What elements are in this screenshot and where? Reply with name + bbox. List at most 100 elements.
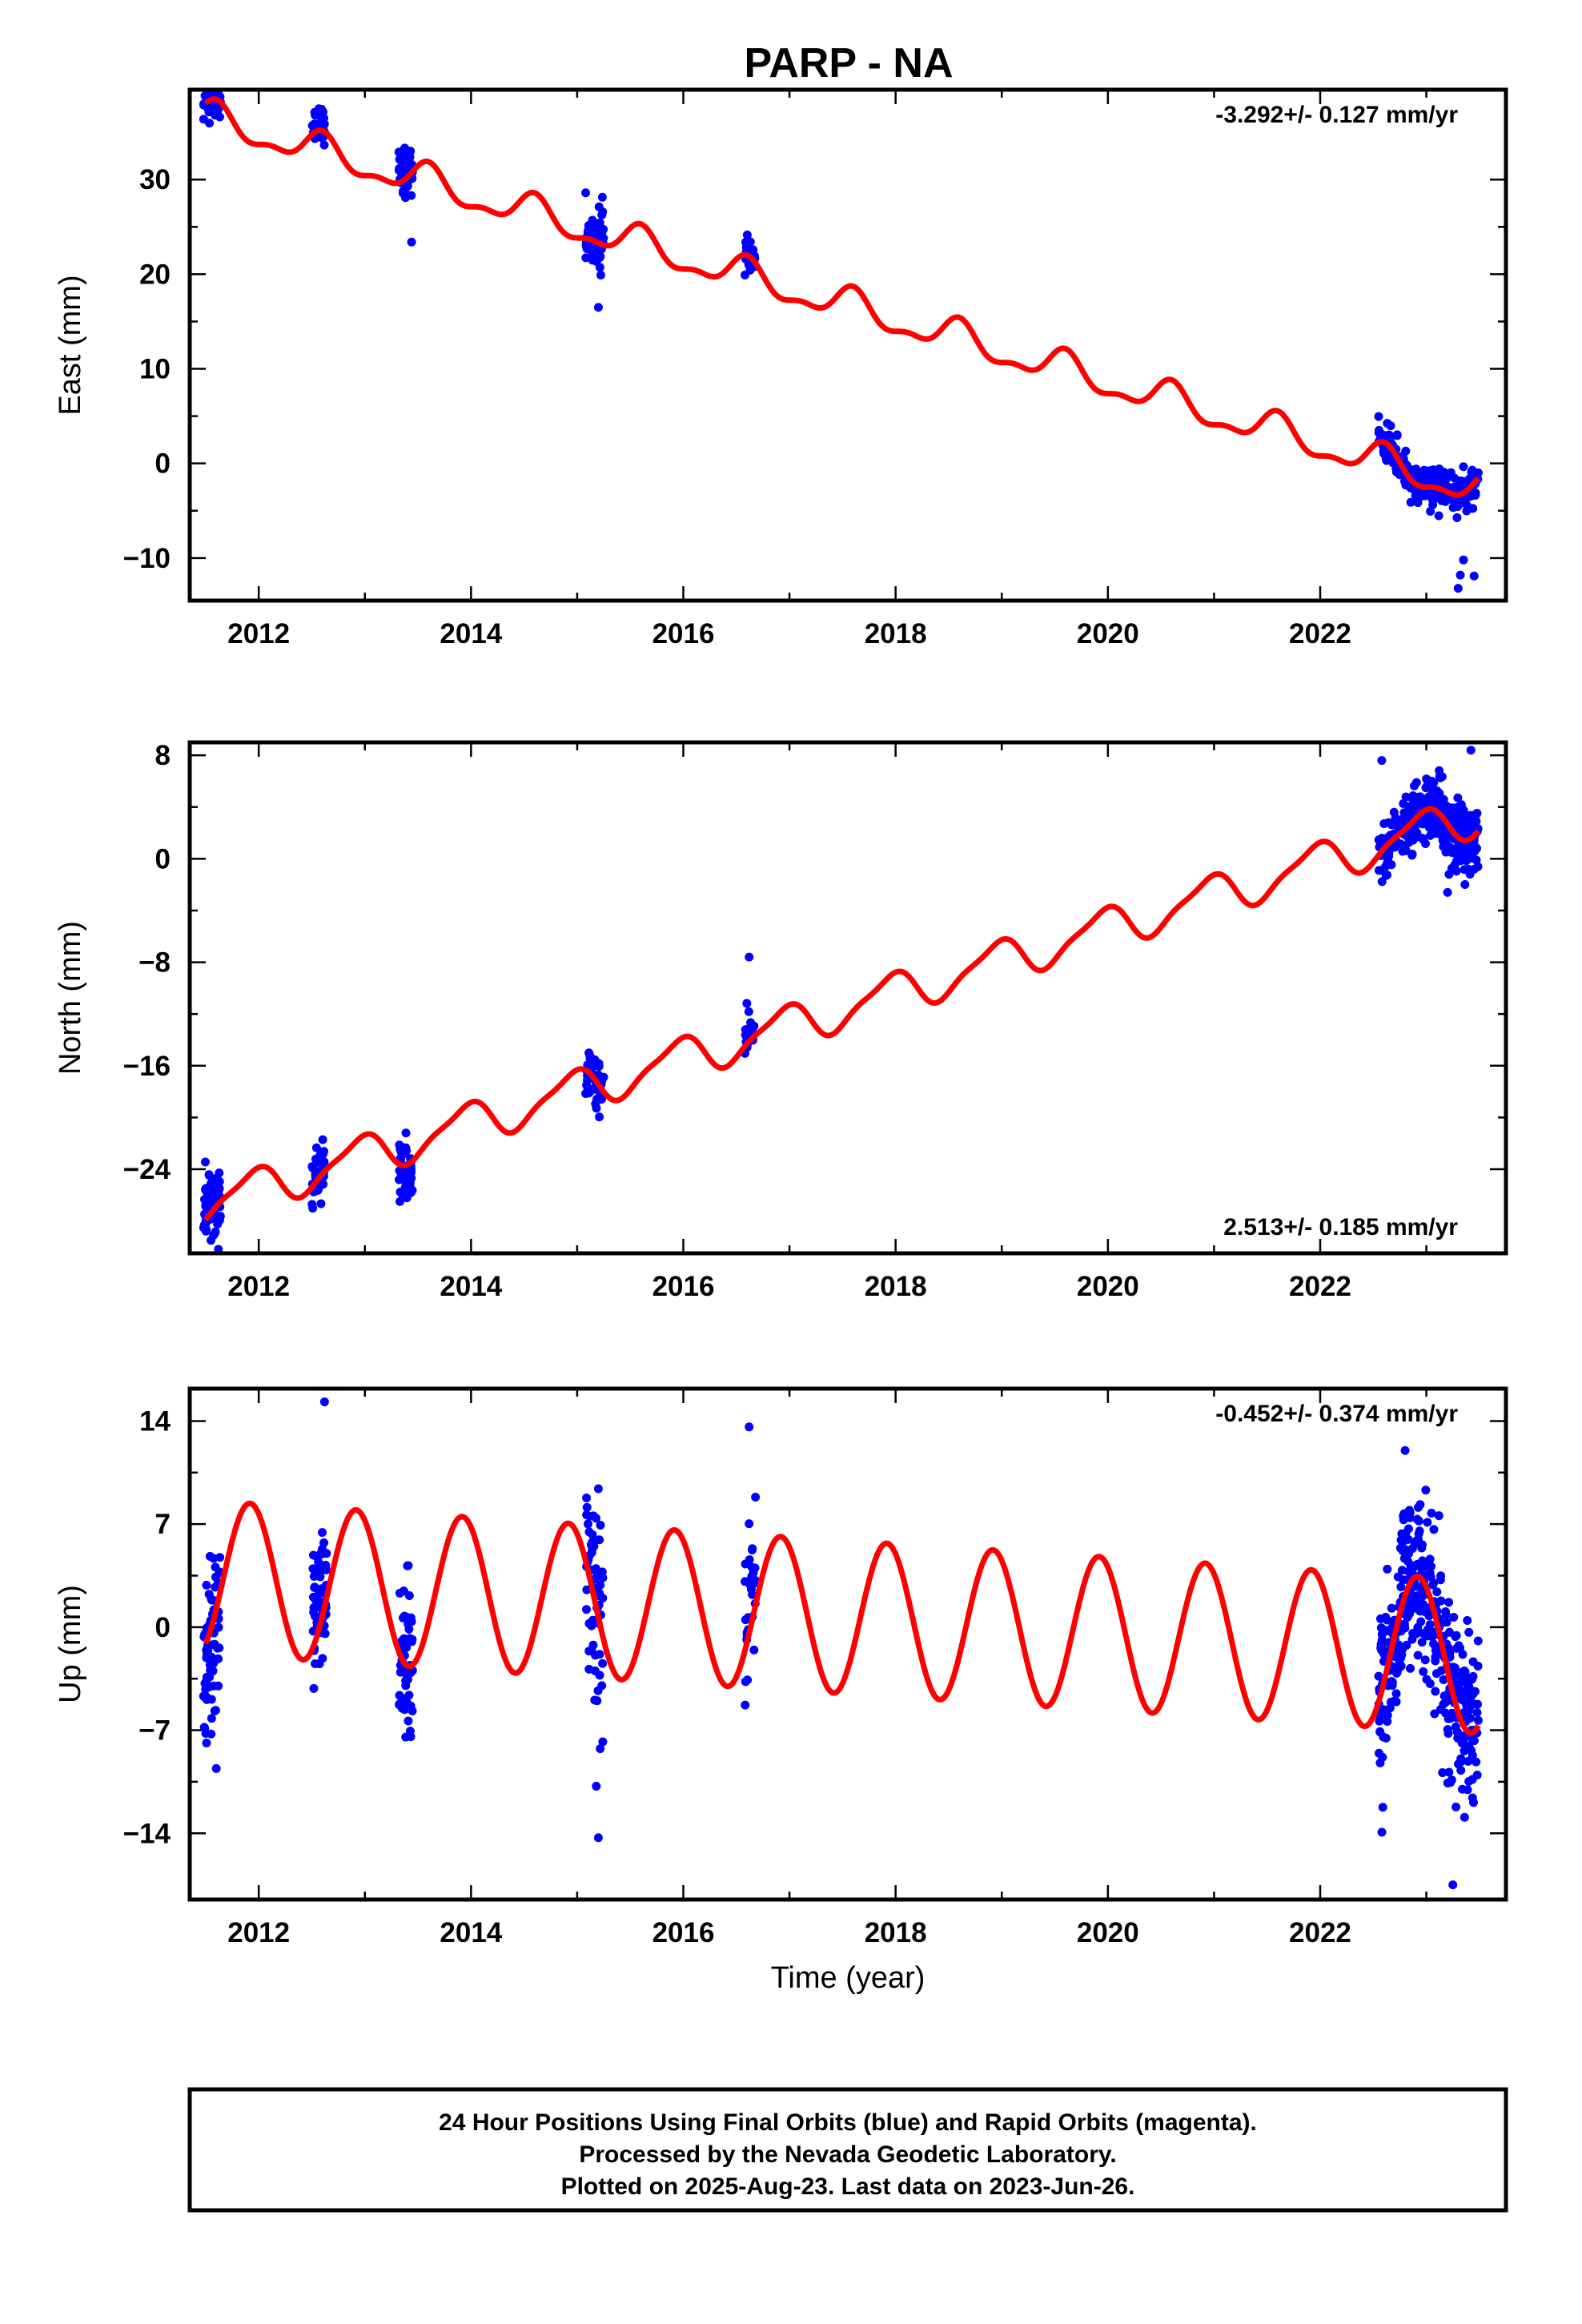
data-point <box>583 1519 592 1529</box>
data-point <box>205 119 215 128</box>
data-point-outlier <box>1443 887 1452 897</box>
data-point-outlier <box>1448 1880 1458 1890</box>
data-point <box>1392 430 1402 440</box>
data-point <box>741 1031 751 1040</box>
data-point <box>1377 1637 1387 1647</box>
data-point <box>1443 469 1453 479</box>
data-point <box>1438 836 1447 846</box>
data-point <box>1413 1502 1423 1512</box>
data-point <box>1435 1575 1445 1585</box>
data-point <box>1403 1534 1413 1544</box>
data-point-outlier <box>745 952 754 962</box>
data-point <box>598 1594 608 1603</box>
data-point <box>1406 1663 1415 1673</box>
y-axis-label: North (mm) <box>54 921 87 1075</box>
data-point <box>748 1576 757 1586</box>
data-point <box>1374 1748 1383 1758</box>
x-tick-label: 2022 <box>1289 1917 1351 1948</box>
data-point <box>1462 1701 1472 1711</box>
data-point <box>1442 1618 1452 1627</box>
data-point <box>595 1535 604 1545</box>
data-point-outlier <box>396 1196 405 1206</box>
data-point <box>399 1613 408 1622</box>
data-point-outlier <box>1456 570 1465 580</box>
data-point <box>1443 1714 1453 1723</box>
data-point <box>204 1171 214 1180</box>
data-point <box>1444 1767 1454 1777</box>
data-point <box>1401 1545 1411 1554</box>
data-point <box>1374 1671 1383 1681</box>
data-point-outlier <box>211 1763 221 1773</box>
data-point <box>1391 1689 1401 1699</box>
data-point-outlier <box>1453 584 1463 593</box>
data-point <box>211 1706 220 1715</box>
data-point <box>584 1511 594 1521</box>
data-point <box>1375 1758 1385 1767</box>
data-point <box>1451 1722 1460 1731</box>
data-point <box>749 1645 759 1655</box>
data-point <box>1443 1695 1453 1704</box>
y-tick-label: 14 <box>139 1405 171 1437</box>
data-point-outlier <box>1469 571 1479 581</box>
data-point <box>214 1654 223 1663</box>
up-panel: Up (mm) 2012 2014 2016 2018 2020 2022 −14 −7 0 7 14… <box>54 1386 1508 1995</box>
data-point <box>406 1701 416 1711</box>
data-point <box>1468 1671 1478 1681</box>
data-point <box>1422 1675 1431 1684</box>
data-point <box>1427 1508 1436 1518</box>
data-point-outlier <box>593 303 603 312</box>
data-point <box>1429 490 1439 500</box>
data-point <box>398 161 408 171</box>
y-tick-label: −14 <box>123 1818 171 1849</box>
y-tick-label: −24 <box>123 1154 171 1185</box>
x-tick-label: 2018 <box>865 1917 927 1948</box>
data-point <box>1411 464 1421 474</box>
data-point <box>596 271 605 280</box>
data-point <box>318 1135 327 1144</box>
x-tick-label: 2014 <box>440 1917 502 1948</box>
data-point <box>1432 1587 1442 1597</box>
data-point <box>1425 1568 1435 1578</box>
data-point <box>1383 1626 1392 1635</box>
data-point <box>1387 1681 1397 1691</box>
east-panel: East (mm) 2012 2014 2016 2018 2020 2022 −10 0 10 2… <box>54 78 1508 649</box>
data-point <box>1379 1732 1388 1742</box>
data-point <box>321 1560 331 1570</box>
data-point <box>741 1615 750 1625</box>
y-tick-label: −7 <box>139 1715 171 1747</box>
data-point <box>1471 491 1480 501</box>
data-point <box>599 1072 608 1082</box>
data-point <box>751 1493 761 1502</box>
data-point <box>205 1660 215 1670</box>
data-point <box>206 1192 215 1201</box>
y-tick-label: 0 <box>155 448 171 480</box>
data-point <box>1375 866 1385 875</box>
data-point <box>588 1060 597 1070</box>
data-point <box>310 1582 319 1592</box>
y-tick-label: 10 <box>139 354 171 385</box>
data-point <box>1400 1623 1410 1633</box>
data-point <box>1413 498 1423 508</box>
data-point <box>215 78 224 86</box>
y-tick-label: 0 <box>155 843 171 875</box>
data-point <box>1468 1657 1478 1667</box>
data-point <box>597 192 607 202</box>
data-point <box>742 999 752 1008</box>
data-point <box>206 1180 215 1190</box>
y-tick-label: −10 <box>123 543 171 574</box>
data-point <box>1400 846 1410 855</box>
data-point <box>1413 1651 1423 1660</box>
x-tick-label: 2020 <box>1077 1271 1139 1302</box>
y-tick-label: −8 <box>139 947 171 979</box>
data-point <box>1402 1640 1411 1650</box>
data-point <box>743 1675 753 1685</box>
x-tick-label: 2018 <box>865 618 927 649</box>
footer-line-1: 24 Hour Positions Using Final Orbits (bl… <box>439 2109 1257 2136</box>
footer-line-2: Processed by the Nevada Geodetic Laborat… <box>579 2141 1116 2168</box>
footer-box: 24 Hour Positions Using Final Orbits (bl… <box>187 2087 1508 2213</box>
footer-border <box>187 2087 1508 2213</box>
data-point <box>582 1080 592 1090</box>
data-point <box>1460 812 1469 822</box>
data-point <box>1395 470 1404 480</box>
data-point <box>1457 1739 1467 1748</box>
